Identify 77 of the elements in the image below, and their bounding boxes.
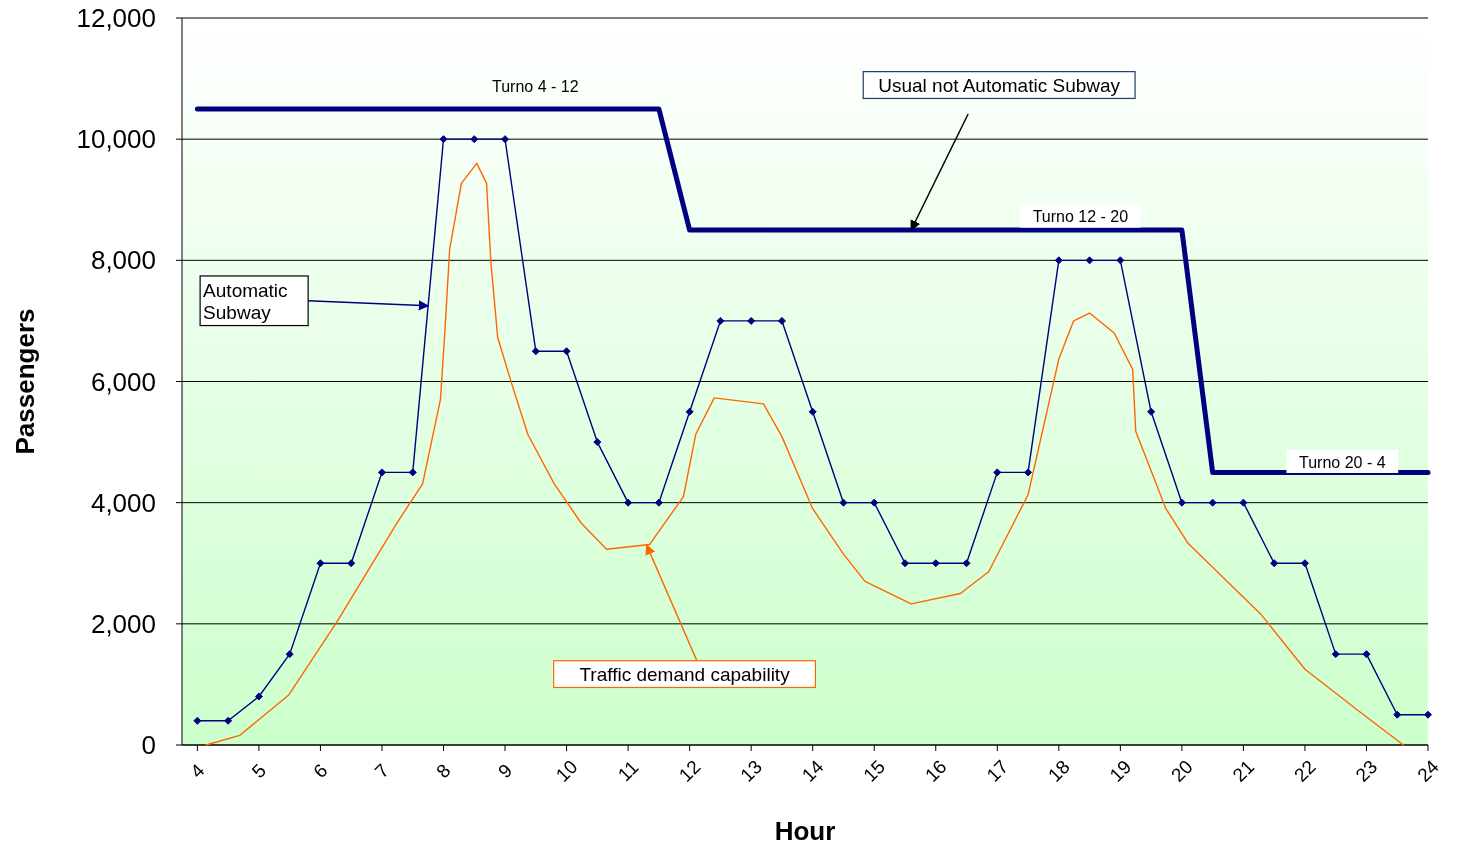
point — [1116, 256, 1125, 265]
point — [624, 498, 633, 507]
y-tick-label: 12,000 — [76, 3, 156, 33]
annotation: Traffic demand capability — [579, 664, 791, 686]
point — [1054, 256, 1063, 265]
point — [593, 438, 602, 447]
point — [501, 135, 510, 144]
y-tick-label: 2,000 — [90, 608, 156, 639]
point — [1331, 650, 1340, 659]
point — [316, 559, 325, 568]
point — [285, 650, 294, 659]
point — [931, 559, 940, 568]
point — [962, 559, 971, 568]
point — [254, 692, 263, 701]
x-tick-label: 22 — [1290, 756, 1320, 786]
point — [562, 347, 571, 356]
point — [1270, 559, 1279, 568]
point — [347, 559, 356, 568]
annotation: Usual not Automatic Subway — [878, 75, 1121, 97]
x-tick-label: 9 — [493, 759, 517, 783]
x-tick-label: 12 — [674, 756, 705, 786]
point — [1300, 559, 1309, 568]
x-tick-label: 11 — [613, 756, 643, 786]
point — [839, 498, 848, 507]
point — [1177, 498, 1186, 507]
point — [1147, 407, 1156, 416]
y-tick-label: 0 — [141, 730, 156, 760]
annotation: Automatic Subway — [203, 279, 288, 324]
point — [716, 316, 725, 325]
x-tick-label: 6 — [309, 759, 332, 783]
annotation: Turno 4 - 12 — [491, 78, 579, 96]
point — [470, 135, 479, 144]
point — [685, 407, 694, 416]
y-tick-label: 10,000 — [76, 124, 156, 155]
y-axis-title: Passengers — [10, 308, 40, 455]
annotation: Turno 12 - 20 — [1032, 208, 1129, 226]
x-tick-label: 24 — [1413, 755, 1444, 786]
y-tick-label: 8,000 — [90, 245, 156, 276]
y-tick-label: 6,000 — [90, 366, 156, 397]
point — [1393, 710, 1402, 719]
x-tick-label: 14 — [797, 755, 828, 786]
point — [1085, 256, 1094, 265]
point — [1424, 710, 1432, 719]
point — [808, 407, 817, 416]
point — [870, 498, 879, 507]
y-tick-label: 4,000 — [90, 487, 156, 518]
x-tick-label: 10 — [551, 756, 582, 786]
point — [654, 498, 663, 507]
x-tick-label: 17 — [982, 756, 1013, 786]
point — [1024, 468, 1033, 477]
x-tick-label: 5 — [247, 759, 271, 783]
x-tick-label: 23 — [1351, 756, 1382, 786]
point — [377, 468, 386, 477]
point — [193, 716, 202, 725]
x-tick-label: 7 — [370, 759, 394, 783]
x-tick-label: 18 — [1043, 756, 1074, 786]
point — [224, 716, 233, 725]
point — [531, 347, 540, 356]
x-tick-label: 13 — [736, 756, 767, 786]
x-tick-label: 20 — [1166, 756, 1197, 786]
x-tick-label: 16 — [920, 756, 951, 786]
x-tick-label: 4 — [186, 759, 209, 783]
point — [1208, 498, 1217, 507]
point — [993, 468, 1002, 477]
x-tick-label: 19 — [1105, 756, 1136, 786]
point — [900, 559, 909, 568]
point — [408, 468, 417, 477]
point — [439, 135, 448, 144]
x-axis-title: Hour — [774, 816, 836, 846]
annotation: Turno 20 - 4 — [1299, 453, 1386, 471]
point — [1362, 650, 1371, 659]
x-tick-label: 15 — [859, 756, 890, 786]
x-tick-label: 21 — [1228, 756, 1259, 786]
point — [1239, 498, 1248, 507]
x-tick-label: 8 — [432, 759, 455, 783]
point — [777, 316, 786, 325]
point — [747, 316, 756, 325]
